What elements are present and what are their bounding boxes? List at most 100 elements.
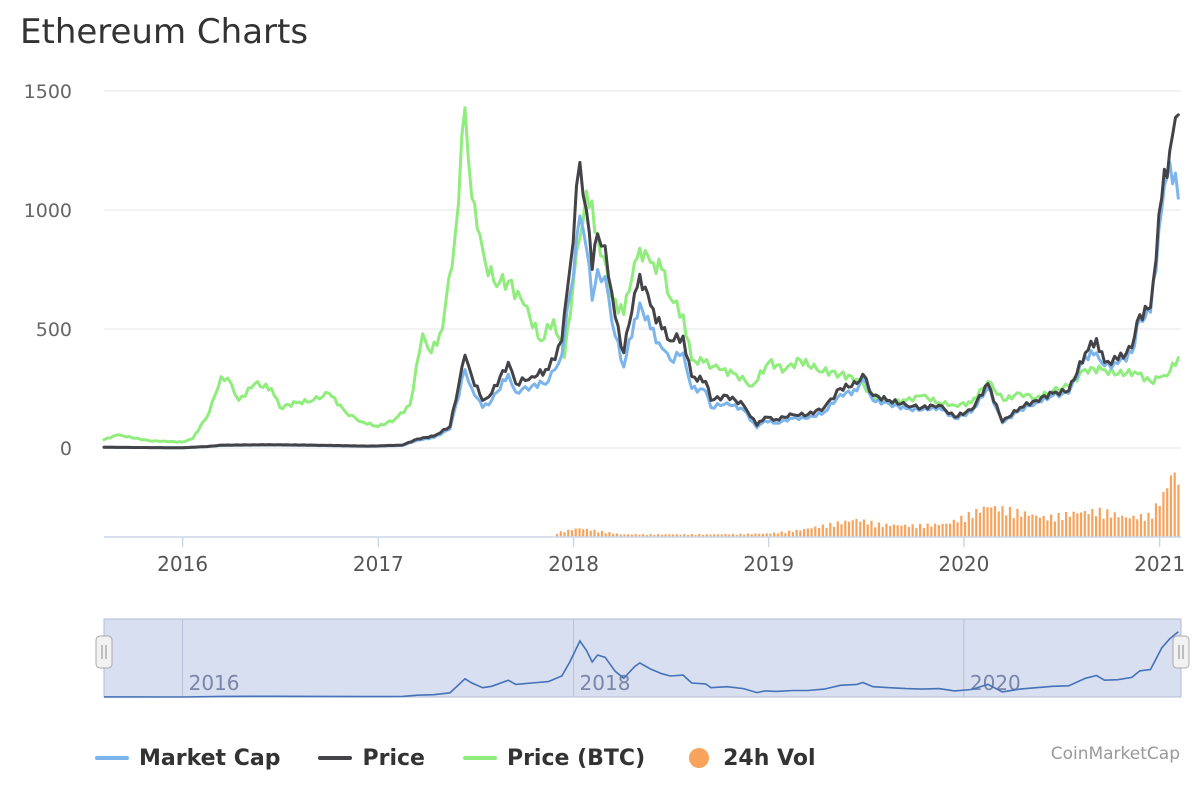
series-lines[interactable] [102, 106, 1180, 450]
volume-bar [1008, 506, 1012, 537]
volume-bar [937, 525, 940, 537]
volume-bar [881, 527, 884, 537]
volume-bar [971, 518, 974, 537]
navigator-right-handle[interactable] [1172, 635, 1190, 669]
volume-bar [1091, 509, 1094, 537]
volume-bar [952, 519, 955, 537]
volume-bar [948, 523, 952, 537]
volume-bar [645, 535, 648, 537]
volume-bar [776, 533, 779, 537]
volume-bar [934, 523, 937, 537]
volume-bar [720, 534, 723, 537]
legend-line-symbol [318, 756, 353, 760]
volume-bar [754, 533, 757, 537]
volume-bar [705, 534, 708, 537]
legend-item-24h-vol[interactable]: 24h Vol [683, 746, 816, 771]
volume-bar [855, 518, 858, 537]
volume-bar [1166, 488, 1169, 537]
volume-bar [847, 521, 851, 537]
volume-bar [668, 534, 671, 537]
volume-bar [896, 525, 899, 537]
volume-bar [709, 534, 712, 537]
volume-bar [1016, 508, 1019, 537]
volume-bar [810, 528, 813, 537]
y-tick-label: 0 [60, 438, 72, 460]
volume-bar [1053, 521, 1056, 537]
volume-bar [555, 533, 559, 537]
legend-item-price-btc[interactable]: Price (BTC) [462, 745, 646, 771]
volume-bar [1151, 518, 1154, 537]
volume-bar [589, 530, 592, 537]
legend-label: Market Cap [139, 745, 281, 771]
volume-bar [1046, 520, 1049, 537]
volume-bar [1143, 520, 1146, 537]
volume-bar [563, 532, 566, 537]
y-tick-label: 500 [36, 319, 72, 341]
volume-bar [1083, 510, 1086, 537]
volume-bar [679, 534, 682, 537]
volume-bar [671, 534, 675, 537]
volume-bar [608, 532, 611, 537]
volume-bar [743, 534, 746, 537]
legend-item-market-cap[interactable]: Market Cap [95, 746, 280, 771]
volume-bar [1162, 491, 1165, 537]
volume-bar [582, 529, 585, 537]
volume-bar [593, 529, 596, 537]
volume-bar [735, 534, 738, 537]
volume-bar [870, 520, 873, 537]
legend-label: Price [362, 745, 425, 771]
navigator-tick-label: 2018 [580, 671, 631, 695]
volume-bar [874, 527, 877, 537]
volume-bar [675, 534, 678, 537]
series-line-market-cap[interactable] [102, 160, 1180, 450]
volume-bar [627, 534, 630, 537]
volume-bar [683, 534, 686, 537]
credit-link[interactable]: CoinMarketCap [1050, 744, 1180, 764]
navigator-left-handle[interactable] [95, 635, 113, 669]
x-tick-label: 2019 [743, 552, 794, 576]
volume-bar [930, 526, 933, 537]
legend: Market Cap Price Price (BTC) 24h Vol [95, 740, 854, 776]
volume-bar [657, 534, 660, 537]
volume-bar [780, 531, 783, 537]
volume-bar [978, 512, 982, 537]
volume-bar [713, 534, 716, 537]
y-tick-label: 1000 [24, 200, 72, 222]
volume-bar [773, 532, 776, 537]
navigator-range[interactable] [103, 618, 1182, 698]
volume-bar [851, 520, 854, 537]
volume-bar [806, 528, 809, 537]
volume-bar [915, 528, 918, 537]
volume-bar [1012, 518, 1015, 537]
volume-bar [993, 506, 997, 537]
volume-bar [1106, 509, 1109, 537]
volume-bar [967, 511, 970, 537]
volume-bar [1068, 516, 1071, 537]
volume-bar [877, 522, 881, 537]
volume-bar [1035, 515, 1038, 537]
volume-bar [739, 533, 742, 537]
series-line-price[interactable] [102, 113, 1180, 450]
volume-bar [907, 526, 911, 537]
volume-bar [941, 523, 944, 537]
volume-bars [555, 472, 1180, 537]
volume-bar [919, 523, 922, 537]
volume-bar [600, 530, 604, 537]
navigator-tick-label: 2020 [970, 671, 1021, 695]
legend-item-price[interactable]: Price [318, 745, 425, 771]
volume-bar [1139, 513, 1143, 537]
volume-bar [694, 535, 697, 537]
volume-bar [900, 525, 903, 537]
series-line-price-btc[interactable] [102, 106, 1180, 444]
volume-bar [728, 534, 731, 537]
volume-bar [574, 528, 577, 537]
volume-bar [836, 521, 839, 537]
volume-bar [784, 533, 787, 537]
navigator[interactable]: 2016 2018 2020 [95, 618, 1190, 698]
volume-bar [963, 521, 967, 537]
volume-bar [585, 528, 589, 537]
legend-label: Price (BTC) [506, 745, 646, 771]
y-tick-label: 1500 [24, 81, 72, 103]
volume-bar [660, 534, 663, 537]
